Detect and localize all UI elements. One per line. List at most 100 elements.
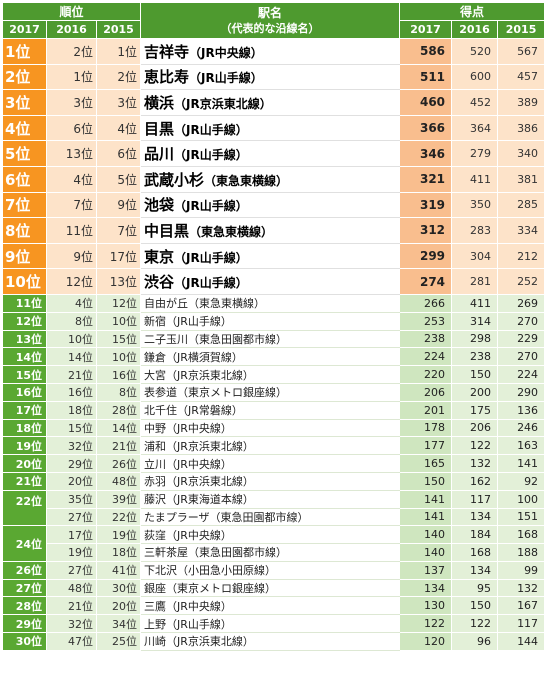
score-2015: 334 — [497, 217, 546, 244]
table-row: 24位 17位 19位 荻窪（JR中央線） 140 184 168 — [2, 525, 546, 562]
station-name: 渋谷 — [144, 273, 175, 292]
table-row: 7位 7位 9位 池袋（JR山手線） 319 350 285 — [2, 191, 546, 219]
rank-2016: 4位 — [46, 293, 97, 313]
table-row: 1位 2位 1位 吉祥寺（JR中央線） 586 520 567 — [2, 38, 546, 65]
station-name: 浦和（JR京浜東北線） — [140, 436, 401, 456]
rank-2017: 24位 — [2, 525, 47, 562]
rank-2016: 9位 — [46, 242, 97, 270]
rank-2017: 5位 — [2, 140, 47, 167]
rank-2017: 7位 — [2, 191, 47, 219]
rank-2015: 26位 — [95, 454, 142, 473]
score-2016: 96 — [451, 632, 499, 651]
rank-2016: 10位 — [46, 329, 97, 349]
score-2016: 411 — [451, 165, 499, 193]
station-cell: 池袋（JR山手線） — [140, 191, 401, 219]
station-cell: 横浜（JR京浜東北線） — [140, 89, 401, 116]
rank-2017: 11位 — [2, 293, 47, 313]
station-header: 駅名 （代表的な沿線名） — [140, 2, 401, 39]
score-2015: 457 — [497, 63, 546, 91]
station-name: 藤沢（JR東海道本線） — [140, 489, 401, 509]
rank-2017: 19位 — [2, 436, 47, 456]
score-2015: 99 — [497, 560, 546, 580]
line-name: （東急東横線） — [204, 173, 289, 188]
table-row: 10位 12位 13位 渋谷（JR山手線） 274 281 252 — [2, 268, 546, 295]
table-row: 14位 14位 10位 鎌倉（JR横須賀線） 224 238 270 — [2, 347, 546, 367]
score-2016: 304 — [451, 242, 499, 270]
score-2015: 340 — [497, 140, 546, 167]
score-2016: 350 — [451, 191, 499, 219]
score-2017: 141 — [399, 489, 453, 509]
year-header-score-2016: 2016 — [451, 20, 499, 39]
rank-2016: 4位 — [46, 165, 97, 193]
score-2016: 122 — [451, 614, 499, 634]
score-2015: 386 — [497, 114, 546, 142]
station-name: 下北沢（小田急小田原線） — [140, 560, 401, 580]
rank-2016: 15位 — [46, 418, 97, 438]
rank-2015: 2位 — [95, 63, 142, 91]
rank-2016: 8位 — [46, 311, 97, 331]
station-cell: 渋谷（JR山手線） — [140, 268, 401, 295]
score-2017: 224 — [399, 347, 453, 367]
station-name: 立川（JR中央線） — [140, 454, 401, 473]
rank-2015: 7位 — [95, 217, 142, 244]
score-2015: 269 — [497, 293, 546, 313]
station-name: 中目黒 — [144, 221, 190, 240]
table-row: 19位 32位 21位 浦和（JR京浜東北線） 177 122 163 — [2, 436, 546, 456]
table-row: 29位 32位 34位 上野（JR山手線） 122 122 117 — [2, 614, 546, 634]
score-2017: 319 — [399, 191, 453, 219]
rank-2015: 34位 — [95, 614, 142, 634]
score-2015: 132 — [497, 578, 546, 598]
rank-2015: 9位 — [95, 191, 142, 219]
station-name: 二子玉川（東急田園都市線） — [140, 329, 401, 349]
rank-2015: 10位 — [95, 347, 142, 367]
score-2015: 151 — [497, 507, 546, 527]
score-2016: 200 — [451, 382, 499, 402]
rank-2017: 30位 — [2, 632, 47, 651]
year-header-score-2015: 2015 — [497, 20, 546, 39]
station-ranking-table: 順位 駅名 （代表的な沿線名） 得点 2017 2016 2015 2017 2… — [1, 2, 546, 651]
score-2015: 270 — [497, 347, 546, 367]
score-2017: 122 — [399, 614, 453, 634]
table-row: 15位 21位 16位 大宮（JR京浜東北線） 220 150 224 — [2, 365, 546, 384]
rank-2017: 27位 — [2, 578, 47, 598]
rank-2017: 13位 — [2, 329, 47, 349]
rank-2017: 10位 — [2, 268, 47, 295]
rank-2017: 8位 — [2, 217, 47, 244]
table-row: 22位 35位 39位 藤沢（JR東海道本線） 141 117 100 — [2, 489, 546, 527]
rank-2017: 17位 — [2, 400, 47, 420]
score-2015: 100 — [497, 489, 546, 509]
rank-2015: 16位 — [95, 365, 142, 384]
rank-2017: 3位 — [2, 89, 47, 116]
score-2016: 314 — [451, 311, 499, 331]
station-header-title: 駅名 — [258, 5, 283, 20]
table-row: 19位 18位 三軒茶屋（東急田園都市線） 140 168 188 — [3, 543, 546, 562]
score-2016: 600 — [451, 63, 499, 91]
rank-2016: 3位 — [46, 89, 97, 116]
line-name: （JR山手線） — [174, 199, 248, 214]
rank-2017: 4位 — [2, 114, 47, 142]
score-2017: 238 — [399, 329, 453, 349]
score-2016: 95 — [451, 578, 499, 598]
rank-2016: 6位 — [46, 114, 97, 142]
line-name: （JR京浜東北線） — [174, 96, 272, 111]
score-2016: 150 — [451, 596, 499, 616]
station-header-subtitle: （代表的な沿線名） — [220, 21, 320, 35]
rank-2016: 32位 — [46, 436, 97, 456]
score-2015: 252 — [497, 268, 546, 295]
score-2015: 168 — [497, 525, 546, 545]
rank-2016: 29位 — [46, 454, 97, 473]
rank-2017: 26位 — [2, 560, 47, 580]
station-name: 横浜 — [144, 93, 175, 112]
rank-2015: 1位 — [95, 38, 142, 65]
station-cell: 東京（JR山手線） — [140, 242, 401, 270]
score-2017: 511 — [399, 63, 453, 91]
score-2016: 168 — [451, 543, 499, 562]
score-2015: 92 — [497, 471, 546, 491]
score-2015: 224 — [497, 365, 546, 384]
score-2017: 220 — [399, 365, 453, 384]
rank-2017: 9位 — [2, 242, 47, 270]
station-name: 鎌倉（JR横須賀線） — [140, 347, 401, 367]
table-row: 21位 20位 48位 赤羽（JR京浜東北線） 150 162 92 — [2, 471, 546, 491]
score-2016: 184 — [451, 525, 499, 545]
station-cell: 中目黒（東急東横線） — [140, 217, 401, 244]
